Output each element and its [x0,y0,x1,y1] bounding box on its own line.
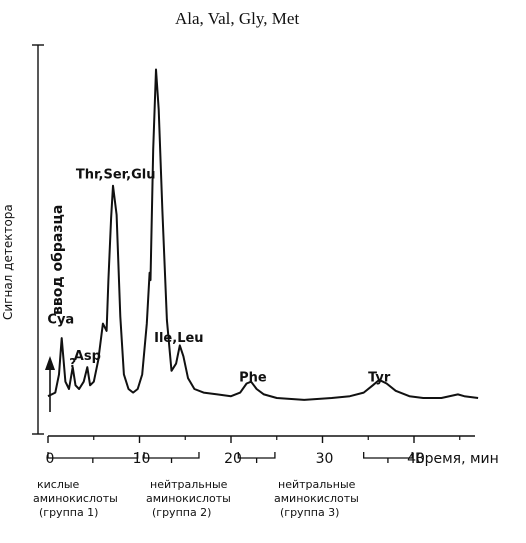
group-bracket [363,452,413,463]
group-label-line: нейтральные [278,478,356,491]
peak-label: Phe [239,371,267,386]
group-label-line: аминокислоты [146,492,231,505]
peak-label: Ile,Leu [154,331,203,346]
group-label-line: (группа 1) [39,506,98,519]
x-tick-label: 20 [224,451,242,467]
peak-label: Asp [74,349,101,364]
peak-label: Cya [47,313,74,328]
group-label-line: кислые [37,478,80,491]
group-label-line: нейтральные [150,478,228,491]
group-label-line: (группа 2) [152,506,211,519]
chart-title: Ala, Val, Gly, Met [175,9,299,28]
x-axis-ticks: 0 10 20 30 40 [46,436,461,467]
y-axis-label: Сигнал детектора [1,204,15,320]
group-label-line: (группа 3) [280,506,339,519]
x-axis-label: Время, мин [415,451,499,467]
peak-labels: Cya?Asp Thr,Ser,Glu Ile,Leu Phe Tyr [47,167,391,385]
peak-label: Tyr [368,371,391,386]
x-tick-label: 0 [46,451,55,467]
x-tick-label: 10 [133,451,151,467]
injection-label: ввод образца [50,205,66,315]
x-tick-label: 30 [316,451,334,467]
injection-arrow [45,356,55,412]
group-bracket [237,452,276,463]
group-bracket [47,452,139,463]
peak-label: ? [69,356,76,370]
group-label-line: аминокислоты [274,492,359,505]
group-label-line: аминокислоты [33,492,118,505]
peak-label: Thr,Ser,Glu [76,167,156,182]
chromatogram-trace [47,68,479,401]
group-bracket [143,452,200,463]
